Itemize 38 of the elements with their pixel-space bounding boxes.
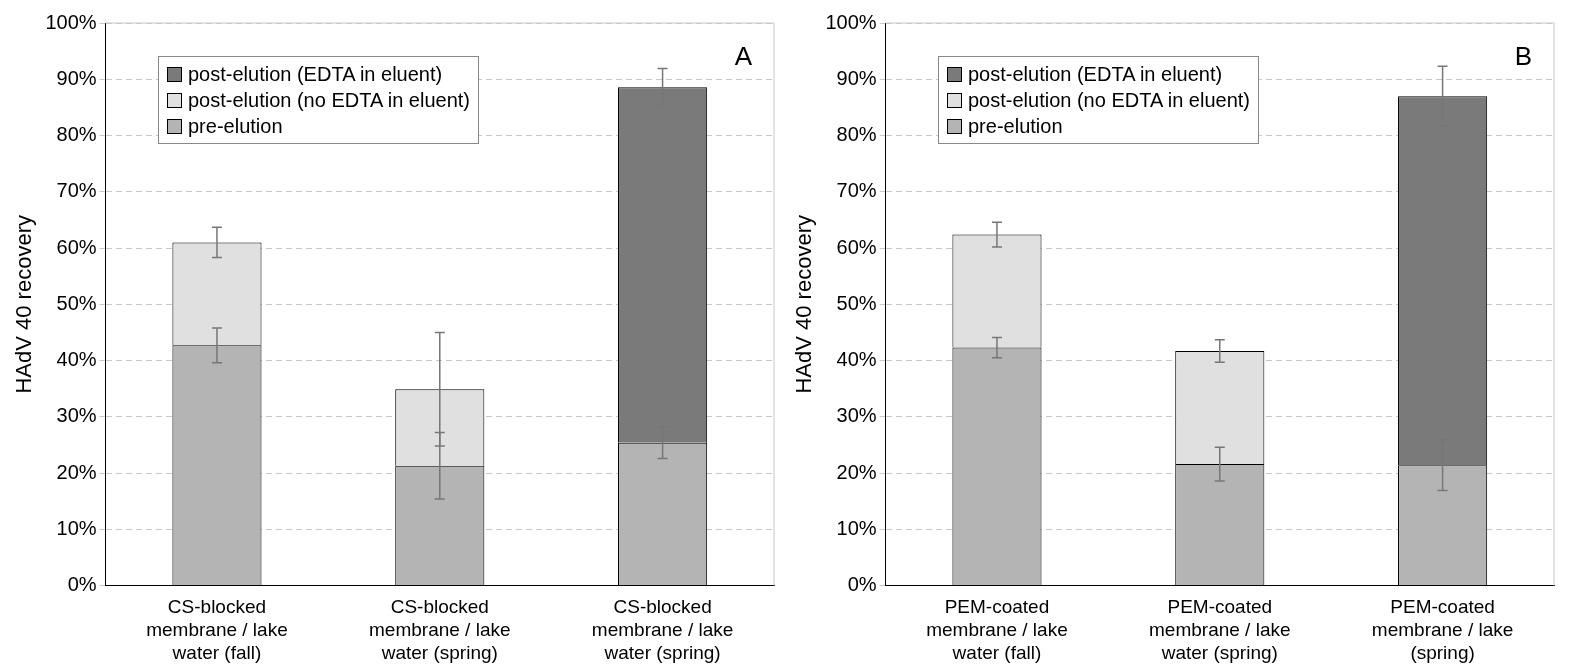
y-tick-label: 60% <box>836 235 877 258</box>
y-axis-title: HAdV 40 recovery <box>791 215 817 394</box>
x-tick-label: CS-blocked membrane / lake water (spring) <box>591 596 734 663</box>
x-tick-label: CS-blocked membrane / lake water (spring) <box>369 596 511 663</box>
legend-label: post-elution (EDTA in eluent) <box>188 62 443 87</box>
y-tick-label: 80% <box>836 123 877 146</box>
x-tick-label: PEM-coated membrane / lake water (fall) <box>926 596 1068 663</box>
y-tick-label: 100% <box>45 10 97 33</box>
y-tick-label: 90% <box>836 66 877 89</box>
legend-label: post-elution (no EDTA in eluent) <box>968 88 1251 113</box>
y-tick-label: 60% <box>56 235 97 258</box>
x-tick-label: PEM-coated membrane / lake (spring) <box>1371 596 1514 663</box>
annotation: B <box>1514 41 1532 72</box>
y-tick-label: 90% <box>56 66 97 89</box>
x-tick-label: CS-blocked membrane / lake water (fall) <box>146 596 288 663</box>
y-tick-label: 0% <box>847 573 877 596</box>
y-tick-label: 30% <box>836 404 877 427</box>
legend-label: post-elution (no EDTA in eluent) <box>188 88 471 113</box>
y-tick-label: 50% <box>56 291 97 314</box>
legend-label: post-elution (EDTA in eluent) <box>968 62 1223 87</box>
y-tick-label: 80% <box>56 123 97 146</box>
y-tick-label: 20% <box>56 460 97 483</box>
y-tick-label: 50% <box>836 291 877 314</box>
y-tick-label: 70% <box>836 179 877 202</box>
y-tick-label: 30% <box>56 404 97 427</box>
y-tick-label: 10% <box>56 516 97 539</box>
y-tick-label: 10% <box>836 516 877 539</box>
y-axis-title: HAdV 40 recovery <box>11 215 37 394</box>
y-tick-label: 70% <box>56 179 97 202</box>
legend-label: pre-elution <box>188 114 283 139</box>
y-tick-label: 0% <box>67 573 97 596</box>
y-tick-label: 40% <box>56 348 97 371</box>
y-tick-label: 40% <box>836 348 877 371</box>
y-tick-label: 20% <box>836 460 877 483</box>
legend-label: pre-elution <box>968 114 1063 139</box>
annotation: A <box>734 41 753 72</box>
y-tick-label: 100% <box>825 10 877 33</box>
x-tick-label: PEM-coated membrane / lake water (spring) <box>1149 596 1291 663</box>
